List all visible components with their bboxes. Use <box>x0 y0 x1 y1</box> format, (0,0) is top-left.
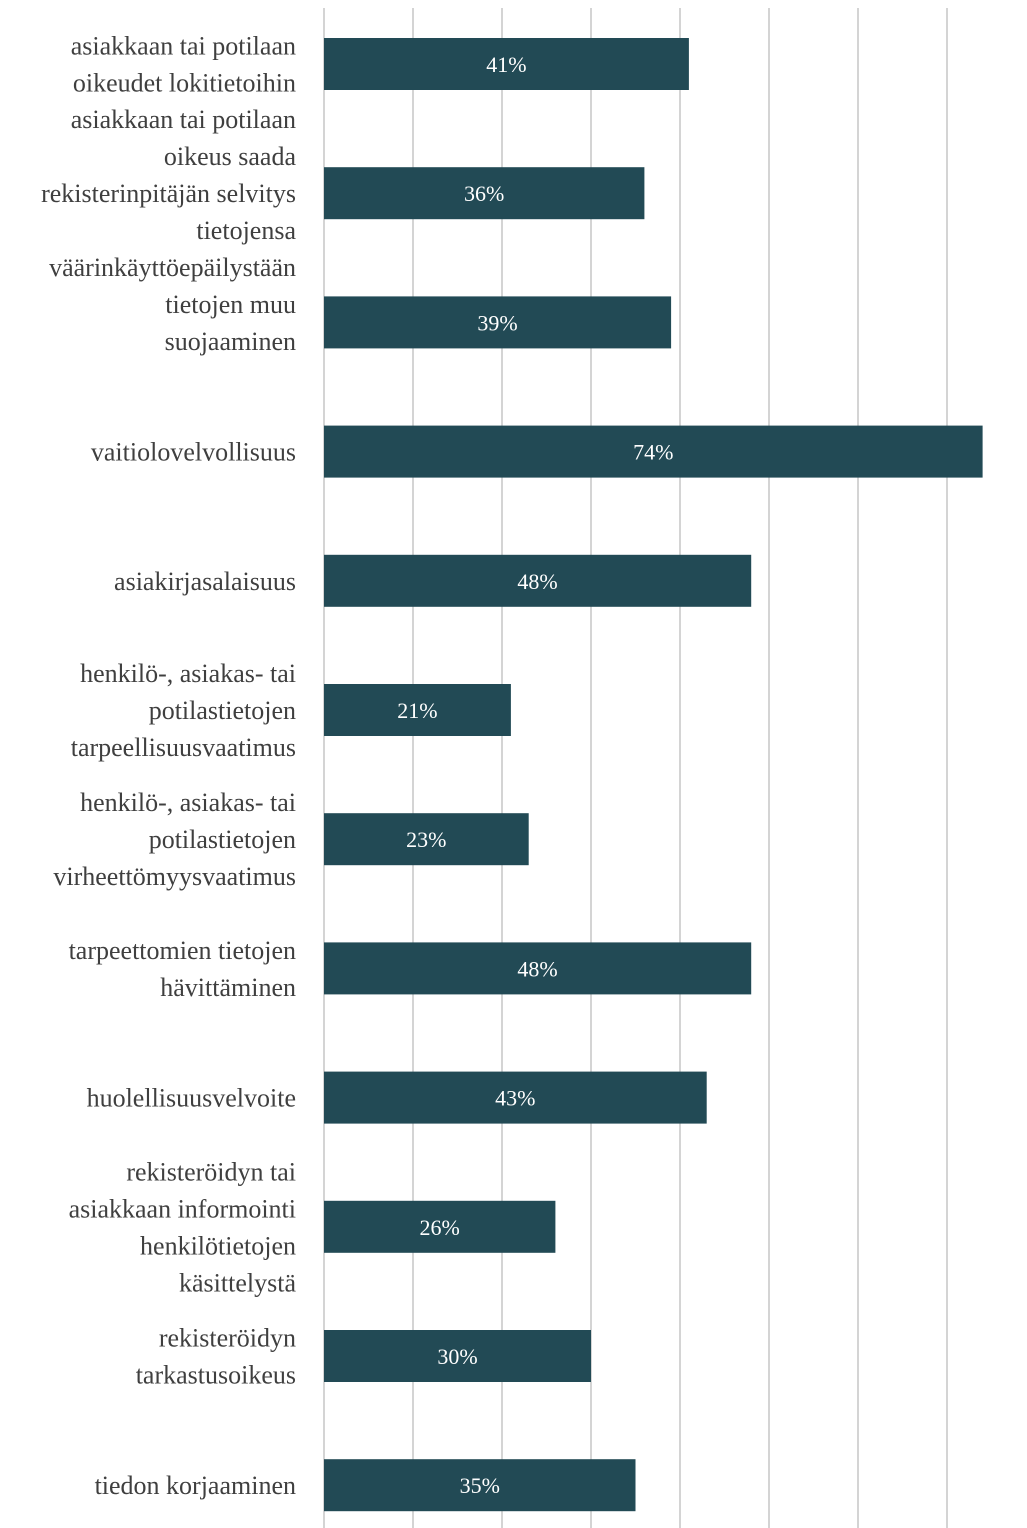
data-label: 41% <box>486 52 526 77</box>
bar <box>324 1200 556 1253</box>
data-label: 48% <box>517 569 557 594</box>
category-label-line: asiakirjasalaisuus <box>114 567 296 596</box>
bar <box>324 167 645 220</box>
bar <box>324 425 983 478</box>
data-label: 21% <box>397 698 437 723</box>
category-label-line: vaitiolovelvollisuus <box>91 438 296 467</box>
category-label: asiakirjasalaisuus <box>114 567 296 596</box>
category-label-line: henkilö-, asiakas- tai <box>80 788 296 817</box>
category-label-line: asiakkaan informointi <box>69 1194 296 1223</box>
category-label: tietojen muu suojaaminen <box>165 290 296 356</box>
category-label-line: tarkastusoikeus <box>136 1361 296 1390</box>
category-label: huolellisuusvelvoite <box>87 1084 296 1113</box>
data-label: 39% <box>477 310 517 335</box>
category-label-line: henkilötietojen <box>140 1231 296 1260</box>
category-label-line: tarpeettomien tietojen <box>69 936 296 965</box>
category-label-line: oikeus saada <box>164 142 297 171</box>
category-label-line: hävittäminen <box>160 973 296 1002</box>
category-label: henkilö-, asiakas- tai potilastietojen tar… <box>71 659 296 762</box>
bars: 41% 36% 39% 74% 48% 21% 23% 48% 43% 26% 30% 35% <box>324 38 983 1512</box>
data-label: 26% <box>420 1215 460 1240</box>
category-label-line: asiakkaan tai potilaan <box>71 105 296 134</box>
category-label: rekisteröidyn tai asiakkaan informointi he… <box>69 1157 297 1297</box>
category-label: rekisteröidyn tarkastusoikeus <box>136 1324 296 1390</box>
data-label: 30% <box>437 1344 477 1369</box>
category-label-line: potilastietojen <box>149 696 296 725</box>
bar <box>324 296 672 349</box>
category-label-line: tiedon korjaaminen <box>95 1471 296 1500</box>
data-label: 35% <box>460 1473 500 1498</box>
bar <box>324 1330 591 1382</box>
category-label: asiakkaan tai potilaan oikeus saada rekist… <box>41 105 296 282</box>
bar <box>324 554 752 607</box>
category-label-line: suojaaminen <box>165 327 296 356</box>
category-label-line: käsittelystä <box>179 1268 296 1297</box>
category-label-line: tietojen muu <box>165 290 296 319</box>
category-label-line: asiakkaan tai potilaan <box>71 32 296 61</box>
category-label-line: rekisterinpitäjän selvitys <box>41 179 296 208</box>
category-label-line: väärinkäyttöepäilystään <box>49 253 296 282</box>
category-label: tarpeettomien tietojen hävittäminen <box>69 936 296 1002</box>
bar <box>324 1071 707 1124</box>
bar <box>324 942 752 995</box>
category-labels: asiakkaan tai potilaan oikeudet lokitieto… <box>41 32 296 1501</box>
category-label-line: rekisteröidyn tai <box>126 1157 296 1186</box>
category-label-line: tietojensa <box>196 216 296 245</box>
data-label: 48% <box>517 956 557 981</box>
category-label-line: oikeudet lokitietoihin <box>73 69 296 98</box>
category-label: asiakkaan tai potilaan oikeudet lokitieto… <box>71 32 296 98</box>
category-label-line: virheettömyysvaatimus <box>53 862 296 891</box>
category-label-line: huolellisuusvelvoite <box>87 1084 296 1113</box>
category-label: henkilö-, asiakas- tai potilastietojen vir… <box>53 788 296 891</box>
category-label-line: henkilö-, asiakas- tai <box>80 659 296 688</box>
bar <box>324 684 511 736</box>
gridlines <box>323 8 948 1528</box>
bar <box>324 38 689 90</box>
category-label-line: potilastietojen <box>149 825 296 854</box>
bar <box>324 1459 636 1512</box>
data-label: 36% <box>464 181 504 206</box>
category-label: vaitiolovelvollisuus <box>91 438 296 467</box>
data-label: 74% <box>633 440 673 465</box>
category-label-line: rekisteröidyn <box>159 1324 296 1353</box>
category-label: tiedon korjaaminen <box>95 1471 296 1500</box>
bar <box>324 813 529 866</box>
data-label: 23% <box>406 827 446 852</box>
category-label-line: tarpeellisuusvaatimus <box>71 733 296 762</box>
data-label: 43% <box>495 1086 535 1111</box>
